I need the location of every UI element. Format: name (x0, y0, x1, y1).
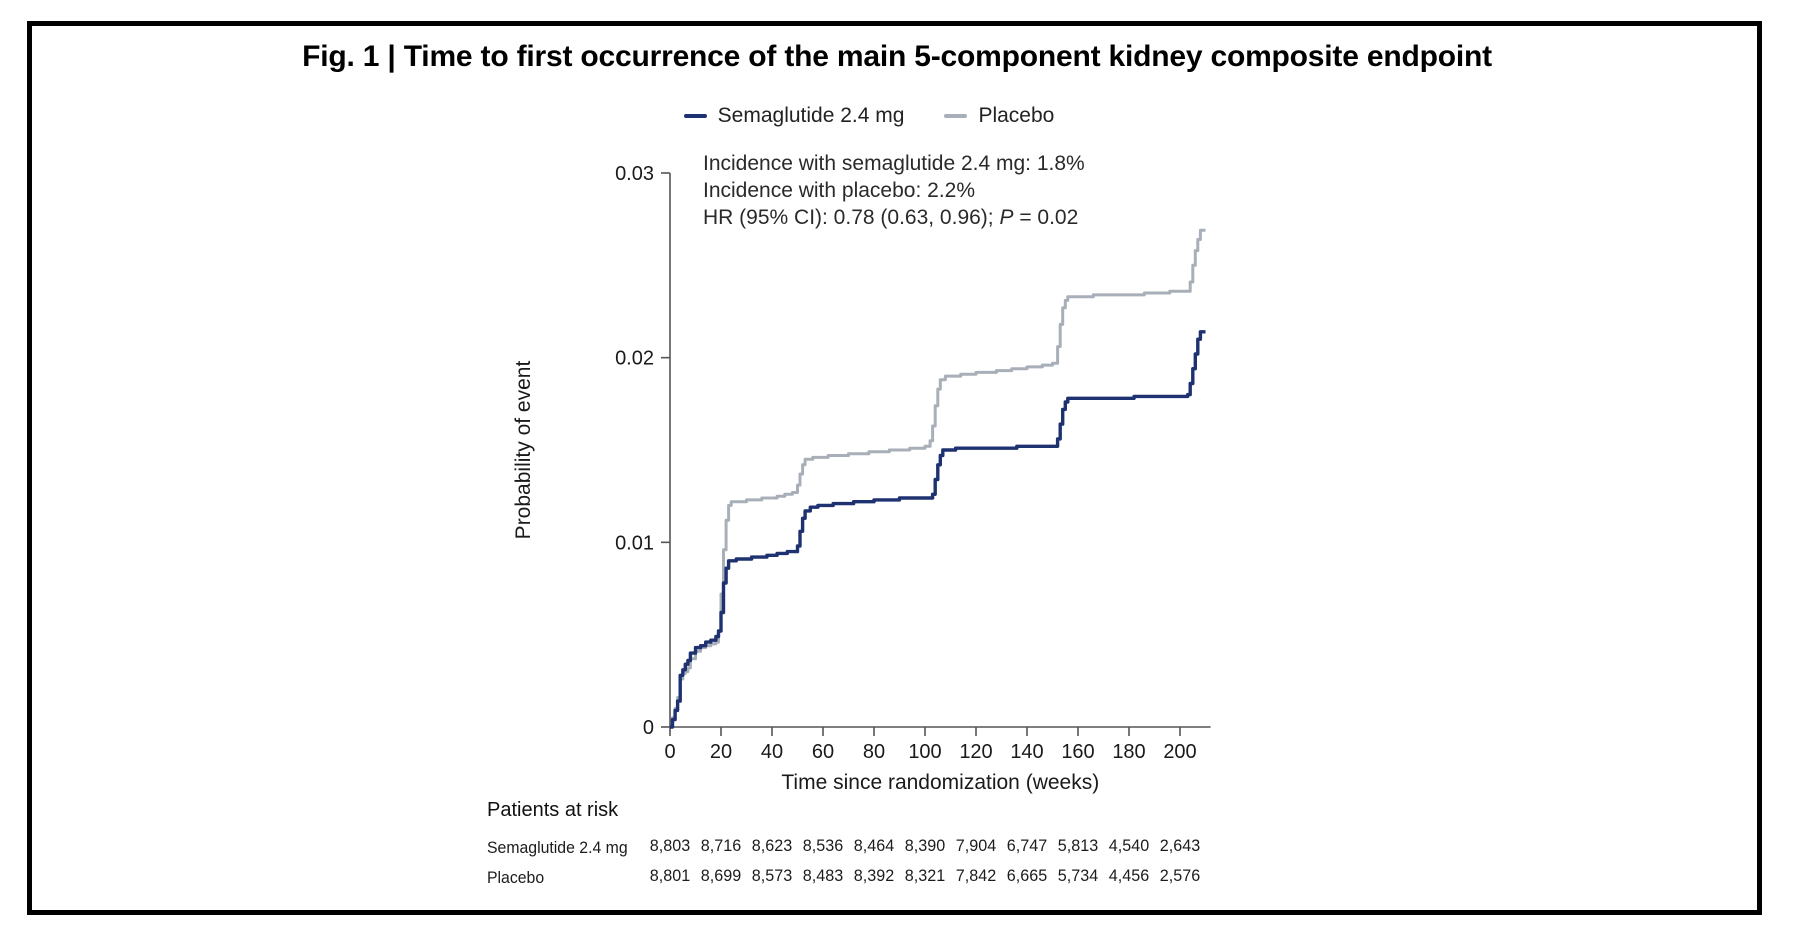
risk-count: 2,576 (1159, 866, 1201, 885)
annotation-incidence-placebo: Incidence with placebo: 2.2% (703, 179, 976, 202)
annotation-incidence-semaglutide: Incidence with semaglutide 2.4 mg: 1.8% (703, 152, 1085, 175)
risk-count: 8,699 (700, 866, 742, 885)
risk-count: 8,623 (751, 836, 793, 855)
risk-row-label-semaglutide: Semaglutide 2.4 mg (487, 838, 628, 857)
legend-item-semaglutide: Semaglutide 2.4 mg (683, 104, 905, 128)
x-tick-label: 180 (1112, 741, 1145, 763)
annotation-hazard-ratio: HR (95% CI): 0.78 (0.63, 0.96); P = 0.02 (703, 206, 1079, 229)
x-axis-title: Time since randomization (weeks) (781, 771, 1099, 794)
x-tick-label: 60 (812, 741, 834, 763)
risk-count: 8,803 (649, 836, 691, 855)
risk-count: 7,904 (955, 836, 997, 855)
risk-count: 8,392 (853, 866, 895, 885)
risk-count: 8,464 (853, 836, 895, 855)
curve-semaglutide-2-4-mg (670, 330, 1206, 729)
curve-placebo (670, 228, 1206, 729)
risk-count: 8,390 (904, 836, 946, 855)
risk-count: 8,716 (700, 836, 742, 855)
x-tick-label: 140 (1010, 741, 1043, 763)
figure-frame (27, 21, 1762, 915)
result-annotation: Incidence with semaglutide 2.4 mg: 1.8% … (703, 150, 1085, 231)
x-tick-label: 160 (1061, 741, 1094, 763)
risk-count: 5,813 (1057, 836, 1099, 855)
patients-at-risk-heading: Patients at risk (487, 799, 619, 821)
risk-count: 6,665 (1006, 866, 1048, 885)
legend-label-placebo: Placebo (978, 104, 1055, 127)
x-tick-label: 120 (959, 741, 992, 763)
risk-count: 7,842 (955, 866, 997, 885)
risk-count: 4,540 (1108, 836, 1150, 855)
risk-count: 8,536 (802, 836, 844, 855)
placebo-line-swatch-icon (944, 114, 968, 118)
semaglutide-line-swatch-icon (683, 114, 707, 118)
y-axis-title: Probability of event (512, 361, 535, 540)
chart-legend: Semaglutide 2.4 mg Placebo (0, 104, 1766, 128)
x-tick-label: 100 (908, 741, 941, 763)
x-tick-label: 80 (863, 741, 885, 763)
risk-row-label-placebo: Placebo (487, 868, 545, 887)
y-tick-label: 0.01 (615, 532, 654, 554)
x-tick-label: 200 (1163, 741, 1196, 763)
y-tick-label: 0.02 (615, 348, 654, 370)
x-tick-label: 40 (761, 741, 783, 763)
risk-count: 8,573 (751, 866, 793, 885)
risk-count: 8,321 (904, 866, 946, 885)
y-tick-label: 0.03 (615, 163, 654, 185)
legend-label-semaglutide: Semaglutide 2.4 mg (717, 104, 905, 127)
risk-count: 8,801 (649, 866, 691, 885)
x-tick-label: 20 (710, 741, 732, 763)
risk-count: 5,734 (1057, 866, 1099, 885)
risk-count: 6,747 (1006, 836, 1048, 855)
risk-count: 4,456 (1108, 866, 1150, 885)
legend-item-placebo: Placebo (944, 104, 1054, 128)
risk-count: 8,483 (802, 866, 844, 885)
y-tick-label: 0 (643, 717, 654, 739)
figure-title: Fig. 1 | Time to first occurrence of the… (302, 40, 1492, 73)
x-tick-label: 0 (664, 741, 675, 763)
risk-count: 2,643 (1159, 836, 1201, 855)
